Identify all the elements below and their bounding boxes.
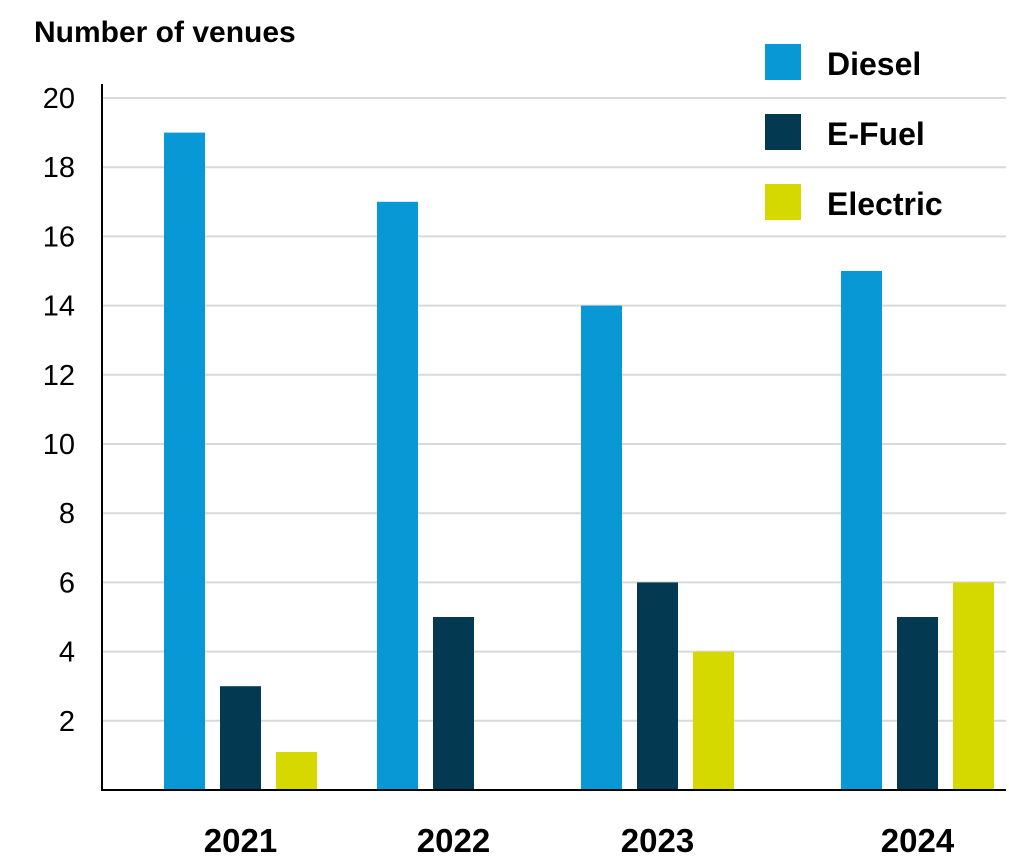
y-tick-label-16: 16 <box>43 221 75 253</box>
bar-electric-2024 <box>953 582 994 790</box>
legend: Diesel E-Fuel Electric <box>765 44 943 222</box>
axes <box>101 84 1006 791</box>
bar-diesel-2024 <box>841 271 882 790</box>
y-tick-label-12: 12 <box>43 360 75 392</box>
x-tick-labels: 2021 2022 2023 2024 <box>204 822 955 859</box>
legend-swatch-electric <box>765 184 801 220</box>
x-tick-label-2021: 2021 <box>204 822 277 859</box>
y-tick-label-10: 10 <box>43 429 75 461</box>
legend-label-e-fuel: E-Fuel <box>827 116 925 152</box>
legend-swatch-e-fuel <box>765 114 801 150</box>
y-axis-label: Number of venues <box>34 16 296 49</box>
gridlines <box>102 97 1006 722</box>
y-tick-label-14: 14 <box>43 291 75 323</box>
legend-swatch-diesel <box>765 44 801 80</box>
x-tick-label-2022: 2022 <box>417 822 490 859</box>
legend-label-diesel: Diesel <box>827 46 921 82</box>
bar-e-fuel-2023 <box>637 582 678 790</box>
bar-e-fuel-2024 <box>897 617 938 790</box>
bar-diesel-2022 <box>377 201 418 791</box>
y-tick-label-2: 2 <box>59 706 75 738</box>
bar-diesel-2023 <box>581 305 622 790</box>
x-tick-label-2023: 2023 <box>621 822 694 859</box>
bar-e-fuel-2022 <box>433 617 474 790</box>
legend-label-electric: Electric <box>827 186 943 222</box>
bar-electric-2021 <box>276 751 317 790</box>
y-tick-labels: 2 4 6 8 10 12 14 16 18 20 <box>43 83 75 738</box>
y-tick-label-8: 8 <box>59 498 75 530</box>
y-tick-label-18: 18 <box>43 152 75 184</box>
y-tick-label-6: 6 <box>59 567 75 599</box>
bar-diesel-2021 <box>164 132 205 791</box>
bar-electric-2023 <box>693 651 734 790</box>
x-tick-label-2024: 2024 <box>881 822 955 859</box>
y-tick-label-4: 4 <box>59 637 75 669</box>
bars <box>164 132 994 791</box>
bar-e-fuel-2021 <box>220 686 261 790</box>
y-tick-label-20: 20 <box>43 83 75 115</box>
